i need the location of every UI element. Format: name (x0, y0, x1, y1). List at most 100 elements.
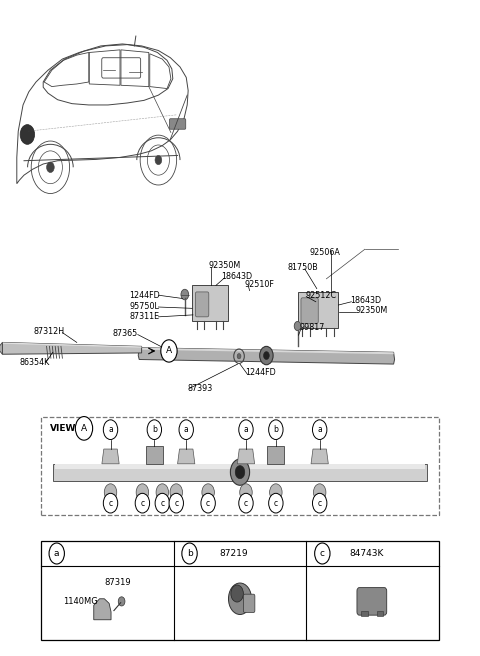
Circle shape (49, 543, 64, 564)
Text: 87365: 87365 (113, 329, 138, 338)
Text: 92506A: 92506A (310, 248, 340, 257)
Circle shape (170, 483, 182, 501)
Polygon shape (53, 464, 427, 480)
Text: 86354K: 86354K (19, 358, 49, 367)
Text: 84743K: 84743K (349, 549, 384, 558)
Text: 99817: 99817 (300, 323, 325, 332)
Text: 87319: 87319 (105, 577, 131, 586)
Text: c: c (274, 499, 278, 508)
Circle shape (135, 493, 150, 513)
Text: 87393: 87393 (187, 384, 213, 393)
Polygon shape (55, 464, 425, 468)
Circle shape (103, 420, 118, 440)
Circle shape (312, 493, 327, 513)
Polygon shape (94, 599, 111, 620)
Text: 92350M: 92350M (355, 306, 387, 315)
Circle shape (313, 483, 326, 501)
Polygon shape (102, 449, 119, 464)
Circle shape (202, 483, 215, 501)
Circle shape (260, 346, 273, 365)
Circle shape (231, 585, 243, 602)
Polygon shape (298, 292, 338, 328)
Text: b: b (187, 549, 192, 558)
FancyBboxPatch shape (195, 292, 209, 317)
Circle shape (237, 354, 241, 359)
Circle shape (181, 289, 189, 300)
Text: 1244FD: 1244FD (245, 368, 276, 377)
Text: c: c (160, 499, 164, 508)
Text: a: a (54, 549, 60, 558)
Circle shape (136, 483, 149, 501)
Circle shape (230, 459, 250, 485)
Circle shape (312, 420, 327, 440)
Text: 87312H: 87312H (34, 327, 65, 336)
Text: 1140MG: 1140MG (63, 597, 98, 605)
FancyBboxPatch shape (243, 594, 255, 613)
Circle shape (104, 483, 117, 501)
Text: c: c (318, 499, 322, 508)
FancyBboxPatch shape (361, 611, 368, 616)
Text: VIEW: VIEW (50, 424, 77, 433)
Circle shape (269, 420, 283, 440)
Circle shape (155, 493, 169, 513)
Text: a: a (184, 425, 189, 434)
Circle shape (182, 543, 197, 564)
Text: b: b (152, 425, 157, 434)
Circle shape (75, 417, 93, 440)
Circle shape (240, 483, 252, 501)
Circle shape (147, 420, 162, 440)
Circle shape (239, 493, 253, 513)
Circle shape (47, 162, 54, 173)
Polygon shape (0, 342, 2, 354)
Circle shape (239, 420, 253, 440)
Text: a: a (244, 425, 248, 434)
Circle shape (155, 155, 162, 165)
FancyBboxPatch shape (169, 119, 186, 129)
Text: c: c (244, 499, 248, 508)
Polygon shape (138, 348, 395, 364)
Polygon shape (2, 342, 142, 348)
Text: 1244FD: 1244FD (130, 291, 160, 300)
Text: c: c (320, 549, 325, 558)
FancyBboxPatch shape (377, 611, 384, 616)
Polygon shape (237, 449, 254, 464)
Circle shape (228, 583, 252, 615)
Circle shape (118, 597, 125, 606)
FancyBboxPatch shape (146, 446, 163, 464)
Text: a: a (317, 425, 322, 434)
Polygon shape (311, 449, 328, 464)
FancyBboxPatch shape (301, 298, 318, 323)
FancyBboxPatch shape (267, 446, 285, 464)
Polygon shape (139, 348, 394, 354)
Circle shape (294, 321, 301, 331)
Circle shape (201, 493, 216, 513)
Text: 81750B: 81750B (288, 263, 319, 272)
Polygon shape (178, 449, 195, 464)
Circle shape (103, 493, 118, 513)
Text: 18643D: 18643D (221, 272, 252, 281)
Text: 92350M: 92350M (209, 261, 241, 270)
Text: 87219: 87219 (219, 549, 248, 558)
Text: 18643D: 18643D (350, 296, 382, 305)
Circle shape (269, 493, 283, 513)
Circle shape (161, 340, 177, 362)
Polygon shape (2, 342, 142, 354)
Text: c: c (140, 499, 144, 508)
Circle shape (270, 483, 282, 501)
Circle shape (20, 125, 35, 144)
Circle shape (235, 466, 245, 479)
Circle shape (169, 493, 183, 513)
Text: A: A (81, 424, 87, 433)
FancyBboxPatch shape (357, 588, 387, 615)
Circle shape (264, 352, 269, 359)
Circle shape (315, 543, 330, 564)
Text: a: a (108, 425, 113, 434)
Text: c: c (206, 499, 210, 508)
Text: A: A (166, 346, 172, 356)
Text: c: c (108, 499, 113, 508)
Circle shape (156, 483, 168, 501)
Text: 95750L: 95750L (130, 302, 159, 311)
Text: 92512C: 92512C (306, 291, 337, 300)
Text: 87311E: 87311E (130, 312, 160, 321)
Text: b: b (274, 425, 278, 434)
